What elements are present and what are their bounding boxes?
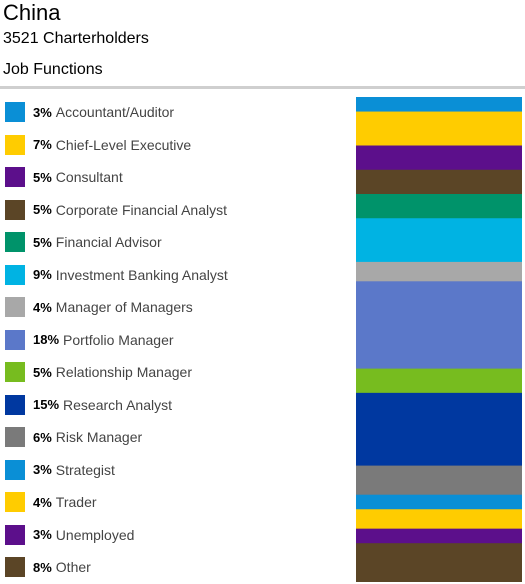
divider [0,86,525,89]
legend-value: 5% [33,364,52,380]
legend-swatch [5,557,25,577]
legend-value: 6% [33,429,52,445]
legend-label: Corporate Financial Analyst [55,201,227,218]
legend-label: Portfolio Manager [63,331,174,348]
bar-segment [356,97,522,113]
stacked-bar [356,97,522,582]
legend-swatch [5,362,25,382]
legend-value: 3% [33,104,52,120]
legend-item: 5% Financial Advisor [5,231,162,253]
chart-legend: 3% Accountant/Auditor 7% Chief-Level Execut… [5,101,228,578]
legend-value: 18% [33,332,60,347]
legend-swatch [5,329,25,350]
bar-segment [356,145,522,171]
legend-item: 5% Consultant [5,166,123,188]
bar-segment [356,465,522,496]
bar-segment [356,194,522,219]
bar-segment [356,218,522,263]
bar-segment [356,169,522,195]
bar-segment [356,392,522,467]
legend-label: Chief-Level Executive [55,136,192,153]
legend-label: Strategist [55,461,115,478]
legend-swatch [5,264,25,285]
legend-value: 4% [33,494,52,510]
country-title: China [3,0,61,25]
legend-value: 8% [33,559,52,575]
legend-label: Consultant [55,169,123,185]
legend-swatch [5,102,25,122]
bar-segment [356,543,522,582]
legend-item: 3% Strategist [5,459,115,481]
charterholder-count: 3521 Charterholders [3,30,149,47]
legend-label: Accountant/Auditor [55,104,175,120]
legend-label: Relationship Manager [55,364,192,380]
legend-item: 9% Investment Banking Analyst [5,264,228,286]
legend-value: 5% [33,169,52,185]
legend-label: Manager of Managers [55,299,193,315]
legend-value: 9% [33,267,52,282]
legend-value: 15% [33,397,60,412]
legend-item: 5% Corporate Financial Analyst [5,199,227,221]
legend-label: Investment Banking Analyst [55,266,228,283]
legend-item: 7% Chief-Level Executive [5,134,191,156]
legend-swatch [5,297,25,317]
legend-value: 3% [33,527,52,542]
legend-item: 5% Relationship Manager [5,361,192,383]
legend-swatch [5,232,25,252]
bar-segment [356,494,522,510]
legend-item: 3% Unemployed [5,524,134,546]
legend-swatch [5,459,25,480]
legend-swatch [5,524,25,545]
legend-value: 4% [33,299,52,315]
bar-segment [356,111,522,146]
bar-segment [356,509,522,530]
bar-segment [356,368,522,394]
legend-value: 7% [33,137,52,152]
legend-item: 4% Trader [5,491,97,513]
bar-segment [356,261,522,282]
legend-swatch [5,492,25,512]
legend-label: Financial Advisor [55,234,162,250]
section-title: Job Functions [3,61,103,78]
legend-swatch [5,394,25,415]
legend-label: Risk Manager [55,429,143,445]
legend-item: 8% Other [5,556,91,578]
legend-swatch [5,134,25,155]
legend-swatch [5,167,25,187]
legend-label: Trader [55,494,97,510]
legend-item: 4% Manager of Managers [5,296,193,318]
legend-value: 5% [33,202,52,217]
bar-segment [356,528,522,544]
legend-item: 3% Accountant/Auditor [5,101,174,123]
legend-label: Unemployed [55,526,135,543]
legend-item: 15% Research Analyst [5,394,172,416]
legend-swatch [5,199,25,220]
legend-value: 5% [33,234,52,250]
legend-item: 6% Risk Manager [5,426,142,448]
legend-value: 3% [33,462,52,477]
legend-label: Research Analyst [63,396,172,413]
legend-label: Other [55,559,91,575]
legend-item: 18% Portfolio Manager [5,329,174,351]
legend-swatch [5,427,25,447]
bar-segment [356,281,522,370]
